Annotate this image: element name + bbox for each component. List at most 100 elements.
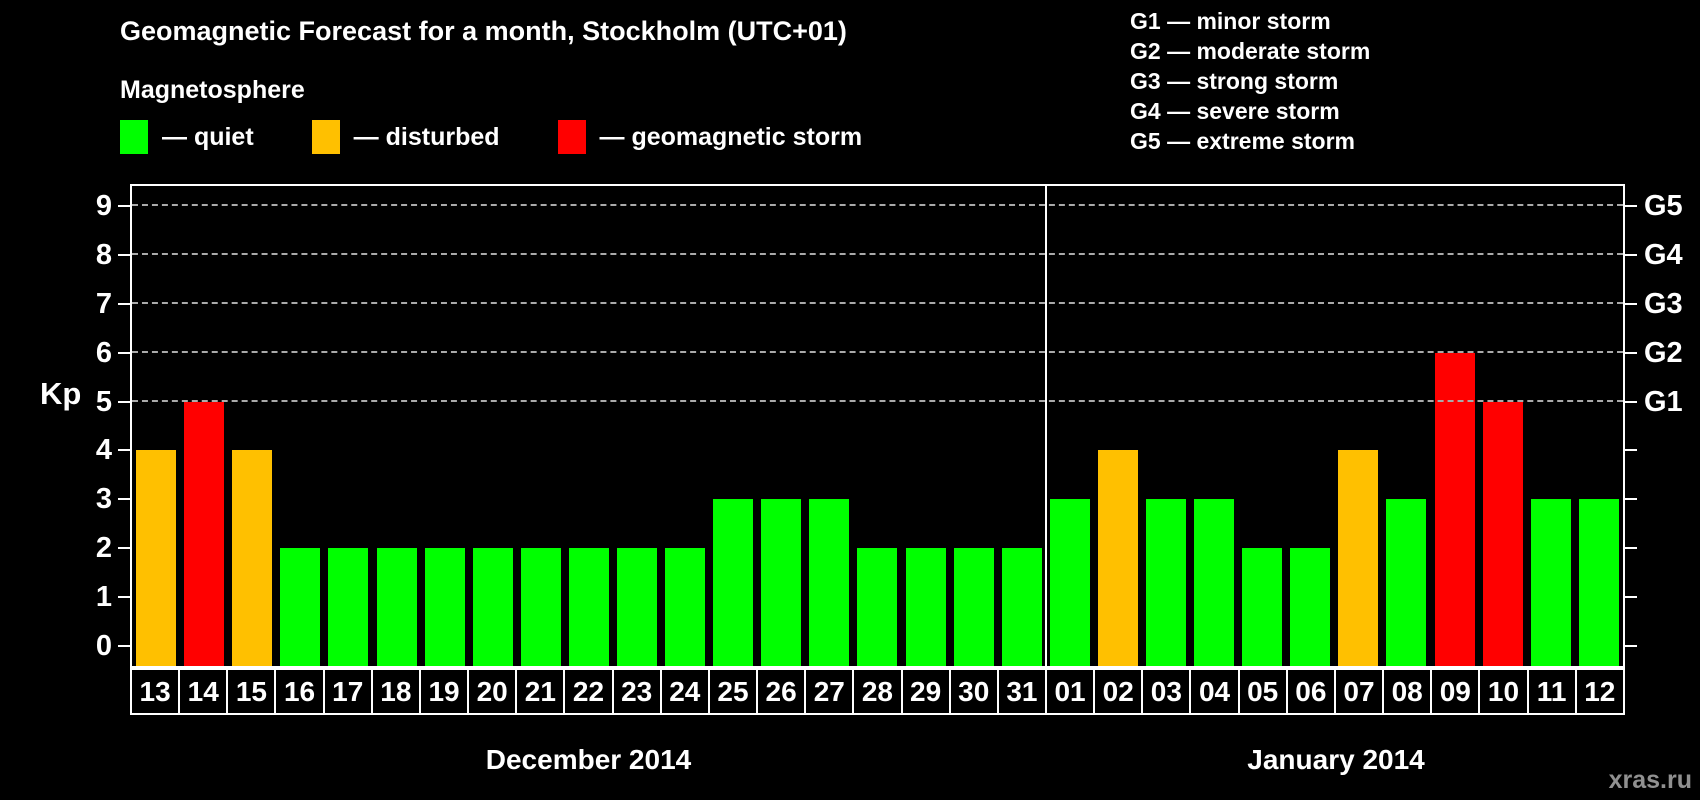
bar-slot-16 (276, 186, 324, 666)
g-tick-label-g2: G2 (1644, 337, 1683, 369)
kp-bar-day-28 (857, 548, 898, 666)
y-tick-left-2 (118, 547, 130, 549)
y-tick-right-9 (1625, 205, 1637, 207)
kp-bar-day-22 (568, 548, 609, 666)
day-label-07: 07 (1333, 668, 1385, 715)
bar-slot-08 (1382, 186, 1430, 666)
y-tick-right-6 (1625, 352, 1637, 354)
bar-slot-24 (661, 186, 709, 666)
day-label-05: 05 (1237, 668, 1288, 715)
plot-area (130, 184, 1625, 668)
day-label-06: 06 (1285, 668, 1336, 715)
day-label-15: 15 (226, 668, 277, 715)
kp-bar-day-03 (1146, 499, 1187, 666)
bar-slot-14 (180, 186, 228, 666)
bar-slot-18 (372, 186, 420, 666)
day-label-21: 21 (515, 668, 566, 715)
y-tick-label-2: 2 (95, 532, 112, 564)
bar-slot-26 (757, 186, 805, 666)
day-label-25: 25 (707, 668, 759, 715)
bar-slot-01 (1046, 186, 1094, 666)
kp-bar-day-06 (1290, 548, 1331, 666)
y-tick-left-3 (118, 498, 130, 500)
day-label-19: 19 (418, 668, 470, 715)
y-tick-left-4 (118, 449, 130, 451)
day-label-23: 23 (611, 668, 662, 715)
legend-swatch-storm-icon (557, 120, 586, 154)
day-label-31: 31 (996, 668, 1047, 715)
kp-bar-day-30 (953, 548, 994, 666)
kp-bar-day-25 (713, 499, 754, 666)
y-tick-label-4: 4 (95, 434, 112, 466)
day-label-20: 20 (467, 668, 518, 715)
gridline-kp7 (132, 302, 1623, 304)
kp-bar-day-14 (184, 402, 225, 666)
y-tick-label-5: 5 (95, 386, 112, 418)
bar-slot-05 (1238, 186, 1286, 666)
y-tick-left-0 (118, 645, 130, 647)
bar-slot-13 (132, 186, 180, 666)
legend-swatch-disturbed-icon (311, 120, 340, 154)
kp-bar-day-31 (1001, 548, 1042, 666)
gridline-kp8 (132, 253, 1623, 255)
kp-bar-day-07 (1338, 450, 1379, 666)
bar-slot-23 (613, 186, 661, 666)
bar-slot-29 (902, 186, 950, 666)
legend-label-disturbed: — disturbed (353, 122, 500, 151)
g-legend-line-3: G3 — strong storm (1130, 68, 1339, 94)
kp-bar-day-11 (1530, 499, 1571, 666)
y-tick-right-7 (1625, 303, 1637, 305)
kp-bar-day-20 (472, 548, 513, 666)
y-tick-right-2 (1625, 547, 1637, 549)
day-label-08: 08 (1382, 668, 1433, 715)
g-legend-line-1: G1 — minor storm (1130, 8, 1331, 34)
day-label-11: 11 (1526, 668, 1577, 715)
legend-item-disturbed: — disturbed (311, 120, 500, 154)
y-tick-left-5 (118, 401, 130, 403)
day-label-12: 12 (1574, 668, 1625, 715)
g-scale-legend: G1 — minor storm G2 — moderate storm G3 — … (1130, 6, 1370, 156)
g-tick-label-g1: G1 (1644, 386, 1683, 418)
day-label-14: 14 (178, 668, 229, 715)
bar-slot-09 (1431, 186, 1479, 666)
legend-swatch-quiet-icon (120, 120, 148, 154)
gridline-kp5 (132, 400, 1623, 402)
day-label-26: 26 (756, 668, 807, 715)
kp-bar-day-23 (616, 548, 657, 666)
day-label-04: 04 (1189, 668, 1240, 715)
bar-slot-25 (709, 186, 757, 666)
y-tick-right-4 (1625, 449, 1637, 451)
g-legend-line-5: G5 — extreme storm (1130, 128, 1355, 154)
day-label-02: 02 (1093, 668, 1144, 715)
bar-slot-10 (1479, 186, 1527, 666)
kp-bar-day-05 (1242, 548, 1283, 666)
g-legend-line-2: G2 — moderate storm (1130, 38, 1371, 64)
y-tick-label-7: 7 (95, 288, 112, 320)
day-label-03: 03 (1141, 668, 1192, 715)
y-axis-title: Kp (40, 376, 82, 411)
g-tick-label-g3: G3 (1644, 288, 1683, 320)
y-tick-label-0: 0 (95, 630, 112, 662)
bar-slot-31 (998, 186, 1046, 666)
gridline-kp9 (132, 204, 1623, 206)
month-divider-line (1044, 186, 1047, 666)
y-tick-label-9: 9 (95, 190, 112, 222)
bar-slot-04 (1190, 186, 1238, 666)
legend-label-storm: — geomagnetic storm (599, 122, 863, 151)
y-tick-right-0 (1625, 645, 1637, 647)
xras-watermark: xras.ru (1608, 766, 1692, 794)
magnetosphere-legend: — quiet — disturbed — geomagnetic storm (120, 116, 920, 158)
gridline-kp6 (132, 351, 1623, 353)
day-label-22: 22 (563, 668, 614, 715)
y-tick-left-1 (118, 596, 130, 598)
y-tick-label-6: 6 (95, 337, 112, 369)
bar-slot-30 (950, 186, 998, 666)
kp-bar-day-10 (1482, 402, 1523, 666)
kp-bar-day-02 (1097, 450, 1138, 666)
kp-bar-day-19 (424, 548, 465, 666)
kp-bar-day-12 (1578, 499, 1619, 666)
day-label-27: 27 (804, 668, 855, 715)
legend-item-storm: — geomagnetic storm (557, 120, 863, 154)
day-label-28: 28 (852, 668, 903, 715)
day-label-17: 17 (322, 668, 373, 715)
